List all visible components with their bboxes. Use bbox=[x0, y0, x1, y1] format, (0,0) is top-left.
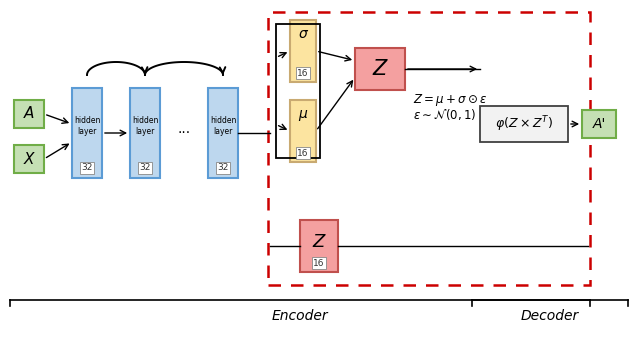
Text: $Z = \mu + \sigma \odot \varepsilon$: $Z = \mu + \sigma \odot \varepsilon$ bbox=[413, 92, 488, 108]
Bar bbox=[14, 100, 44, 128]
Bar bbox=[268, 12, 590, 285]
Bar bbox=[300, 220, 338, 272]
Text: Decoder: Decoder bbox=[521, 309, 579, 323]
Bar bbox=[72, 88, 102, 178]
Text: Z: Z bbox=[313, 233, 325, 251]
Bar bbox=[208, 88, 238, 178]
Text: A: A bbox=[24, 106, 34, 121]
Text: μ: μ bbox=[299, 107, 307, 121]
Text: σ: σ bbox=[299, 27, 307, 41]
Bar bbox=[276, 24, 320, 158]
Text: 32: 32 bbox=[81, 163, 93, 173]
Text: ···: ··· bbox=[177, 126, 191, 140]
Text: 16: 16 bbox=[313, 259, 324, 267]
Bar bbox=[582, 110, 616, 138]
Text: 16: 16 bbox=[297, 148, 308, 158]
Bar bbox=[480, 106, 568, 142]
Bar bbox=[290, 100, 316, 162]
Text: A': A' bbox=[592, 117, 605, 131]
Text: $\varepsilon \sim \mathcal{N}(0, 1)$: $\varepsilon \sim \mathcal{N}(0, 1)$ bbox=[413, 106, 476, 121]
Bar bbox=[130, 88, 160, 178]
Text: 32: 32 bbox=[140, 163, 150, 173]
Text: X: X bbox=[24, 152, 35, 166]
Text: hidden
layer: hidden layer bbox=[210, 116, 236, 136]
Text: hidden
layer: hidden layer bbox=[132, 116, 158, 136]
Text: 32: 32 bbox=[218, 163, 228, 173]
Text: 16: 16 bbox=[297, 68, 308, 78]
Text: Z: Z bbox=[373, 59, 387, 79]
Bar bbox=[355, 48, 405, 90]
Bar bbox=[14, 145, 44, 173]
Bar bbox=[290, 20, 316, 82]
Text: Encoder: Encoder bbox=[272, 309, 328, 323]
Text: $\varphi(Z \times Z^T)$: $\varphi(Z \times Z^T)$ bbox=[495, 114, 553, 134]
Text: hidden
layer: hidden layer bbox=[74, 116, 100, 136]
